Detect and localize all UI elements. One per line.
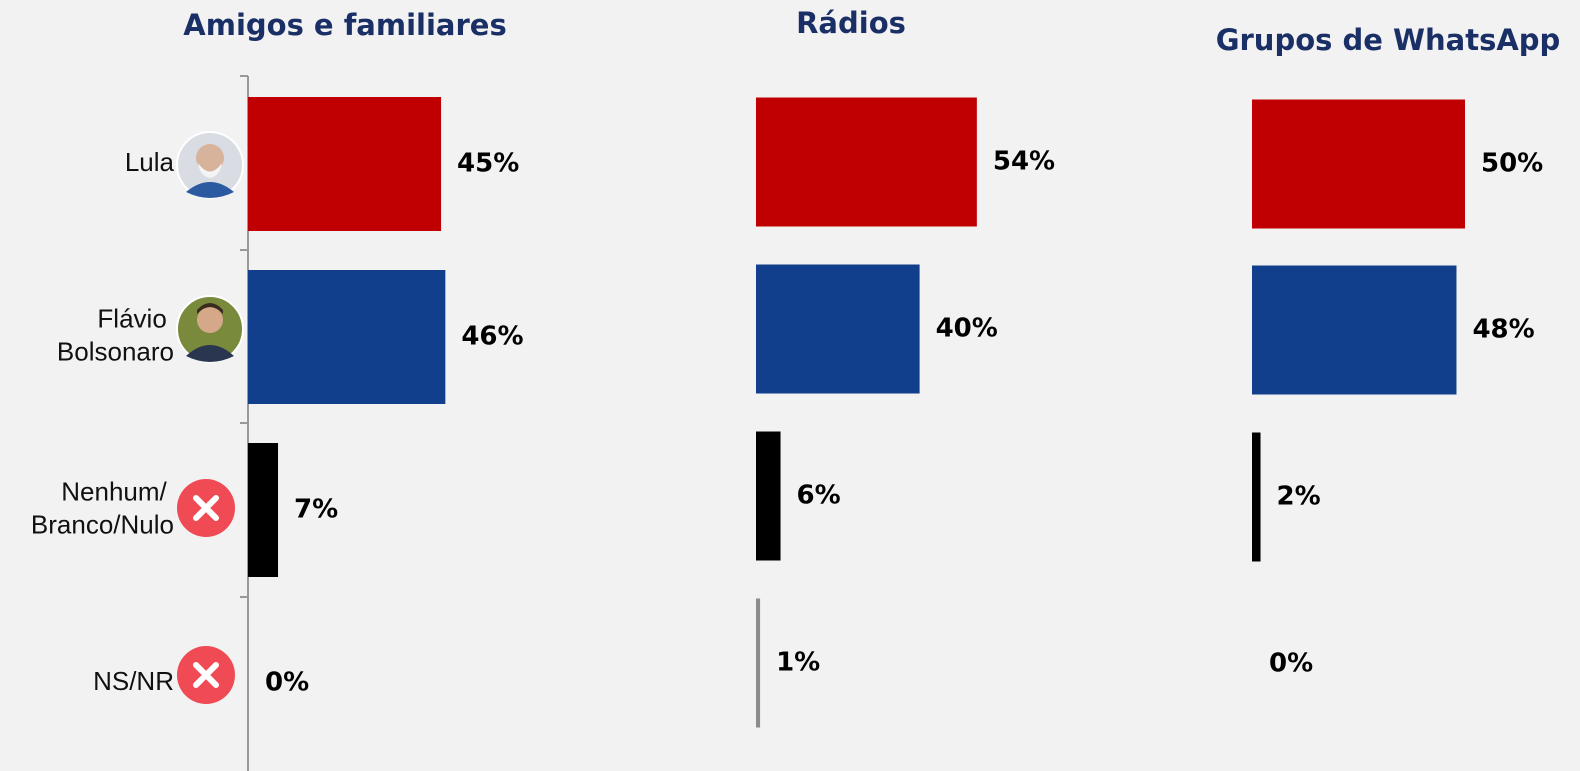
bar [756, 264, 920, 394]
lula-photo [176, 131, 244, 199]
value-label: 6% [797, 481, 841, 511]
value-label: 0% [1269, 649, 1313, 679]
bar [248, 443, 279, 577]
flavio-photo [176, 295, 244, 363]
category-label: NS/NR [93, 666, 174, 696]
value-label: 46% [461, 322, 523, 352]
bar [248, 97, 442, 231]
value-label: 0% [265, 668, 309, 698]
category-label: Nenhum/ Branco/Nulo [31, 476, 174, 539]
bar [1252, 99, 1465, 229]
panel-title: Grupos de WhatsApp [1216, 23, 1561, 57]
value-label: 48% [1472, 315, 1534, 345]
value-label: 1% [776, 648, 820, 678]
bar [1252, 265, 1457, 395]
bar [756, 431, 781, 561]
x-icon [177, 479, 235, 537]
bar [248, 270, 446, 404]
bar [756, 97, 977, 227]
category-label: Flávio Bolsonaro [57, 303, 174, 366]
x-icon [177, 646, 235, 704]
bar [756, 598, 761, 728]
value-label: 50% [1481, 149, 1543, 179]
bar [1252, 432, 1261, 562]
category-label: Lula [125, 147, 175, 177]
value-label: 2% [1277, 482, 1321, 512]
value-label: 54% [993, 147, 1055, 177]
value-label: 45% [457, 149, 519, 179]
value-label: 7% [294, 495, 338, 525]
value-label: 40% [936, 314, 998, 344]
panel-title: Rádios [796, 6, 906, 40]
panel-title: Amigos e familiares [183, 8, 506, 42]
